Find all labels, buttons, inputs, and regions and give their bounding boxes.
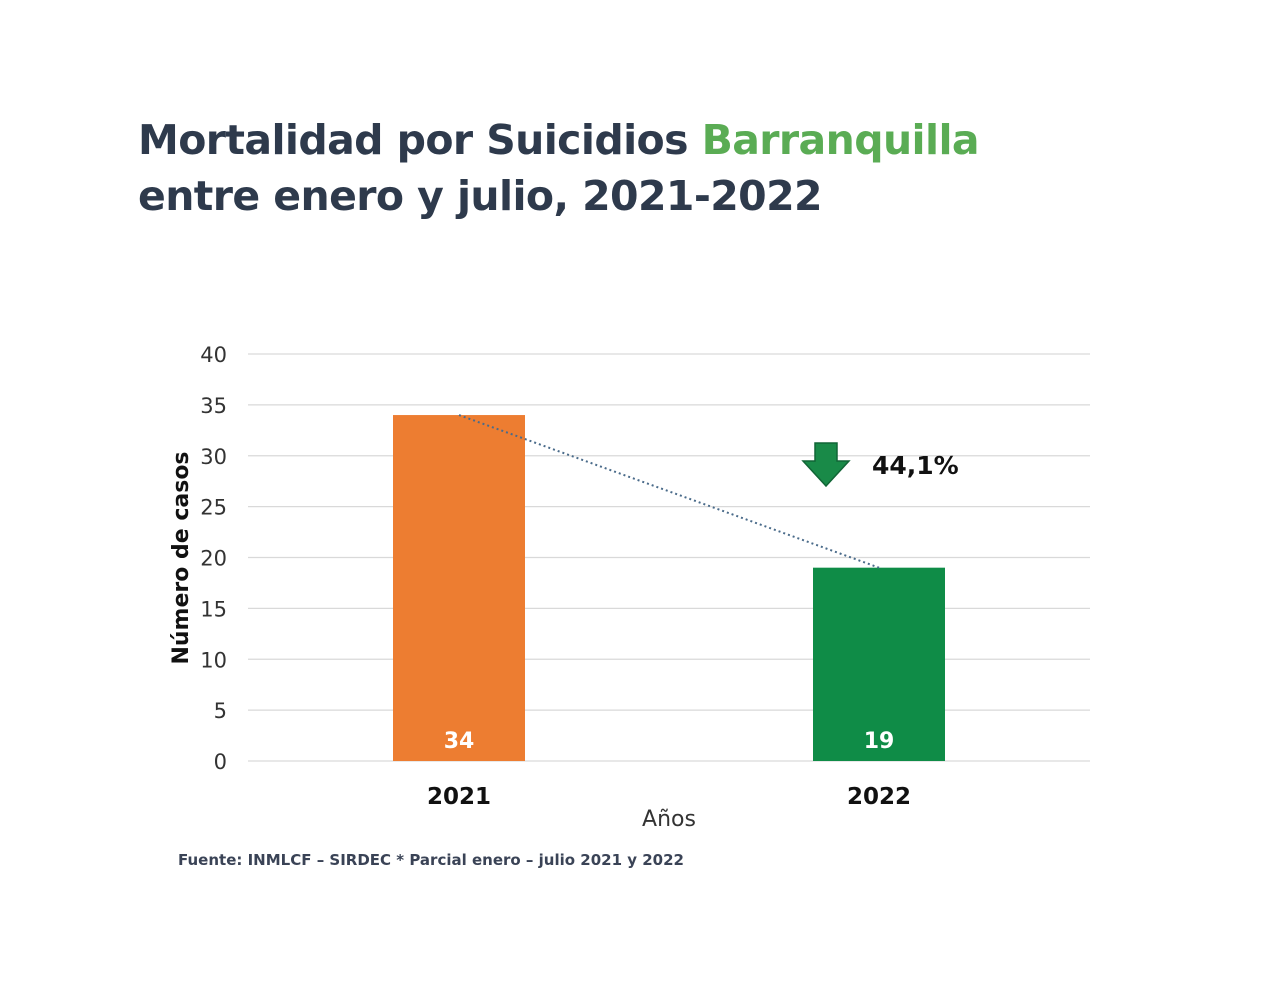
y-tick-label: 5 xyxy=(214,699,227,723)
bar-2022 xyxy=(813,567,945,761)
title-accent: Barranquilla xyxy=(701,116,980,164)
x-tick-label: 2021 xyxy=(427,784,491,810)
y-tick-label: 30 xyxy=(200,445,227,469)
x-tick-label: 2022 xyxy=(847,784,911,810)
x-axis-ticks: 2021 2022 xyxy=(427,784,911,810)
y-tick-label: 20 xyxy=(200,547,227,571)
data-labels: 34 19 xyxy=(444,729,895,754)
arrow-down-icon xyxy=(801,442,851,488)
title-line-1: Mortalidad por Suicidios Barranquilla xyxy=(138,112,1138,168)
chart-title: Mortalidad por Suicidios Barranquilla en… xyxy=(138,112,1138,224)
data-label: 34 xyxy=(444,729,475,754)
source-note: Fuente: INMLCF – SIRDEC * Parcial enero … xyxy=(178,851,684,869)
y-tick-label: 25 xyxy=(200,496,227,520)
bar-2021 xyxy=(393,415,525,761)
annotation: 44,1% xyxy=(801,442,959,488)
title-part1: Mortalidad por Suicidios xyxy=(138,116,702,164)
y-tick-label: 10 xyxy=(200,648,227,672)
x-axis-label: Años xyxy=(642,807,696,832)
bars xyxy=(393,415,945,761)
y-axis-ticks: 0 5 10 15 20 25 30 35 40 xyxy=(200,343,227,774)
y-axis-label: Número de casos xyxy=(169,451,194,664)
y-tick-label: 0 xyxy=(214,750,227,774)
gridlines xyxy=(248,353,1090,762)
y-tick-label: 40 xyxy=(200,343,227,367)
y-tick-label: 35 xyxy=(200,394,227,418)
y-tick-label: 15 xyxy=(200,597,227,621)
annotation-text: 44,1% xyxy=(872,451,959,480)
data-label: 19 xyxy=(864,729,895,754)
title-line-2: entre enero y julio, 2021-2022 xyxy=(138,172,823,220)
